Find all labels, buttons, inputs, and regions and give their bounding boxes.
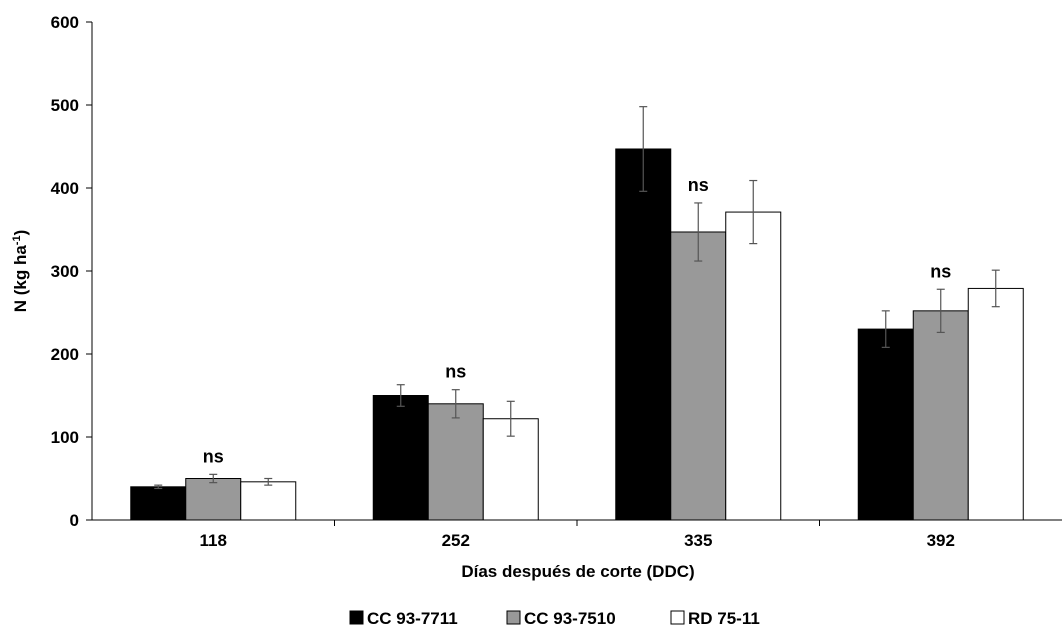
y-tick-label: 100 — [51, 428, 79, 447]
y-tick-label: 0 — [70, 511, 79, 530]
bar — [130, 486, 187, 521]
y-tick-label: 200 — [51, 345, 79, 364]
annotations: ns ns ns ns — [203, 175, 952, 466]
bars — [130, 106, 1024, 521]
legend-swatch — [349, 610, 364, 625]
legend-swatch — [506, 610, 521, 625]
bar — [372, 395, 429, 521]
x-tick-label: 252 — [442, 531, 470, 550]
x-tick-label: 335 — [684, 531, 712, 550]
significance-label: ns — [203, 446, 224, 466]
y-axis-title-end: ) — [11, 230, 30, 236]
bar — [967, 287, 1024, 521]
bar — [912, 310, 969, 521]
significance-label: ns — [445, 362, 466, 382]
bar — [725, 211, 782, 521]
bar — [615, 148, 672, 521]
y-tick-label: 500 — [51, 96, 79, 115]
y-axis-title: N (kg ha-1) — [11, 230, 30, 313]
x-axis-title: Días después de corte (DDC) — [461, 562, 694, 581]
y-axis-title-main: N (kg ha — [11, 245, 30, 313]
legend-label: CC 93-7711 — [367, 609, 458, 628]
y-axis: 0 100 200 300 400 500 600 — [51, 13, 93, 530]
legend-swatch — [670, 610, 685, 625]
bar — [185, 478, 242, 521]
legend: CC 93-7711 CC 93-7510 RD 75-11 — [349, 609, 760, 628]
significance-label: ns — [688, 175, 709, 195]
bar — [427, 403, 484, 521]
legend-label: RD 75-11 — [688, 609, 760, 628]
x-tick-label: 118 — [200, 531, 227, 550]
bar — [240, 481, 297, 521]
y-tick-label: 400 — [51, 179, 79, 198]
bar — [670, 231, 727, 521]
y-tick-label: 600 — [51, 13, 79, 32]
y-tick-label: 300 — [51, 262, 79, 281]
y-axis-title-superscript: -1 — [11, 235, 23, 245]
x-axis — [92, 519, 1062, 526]
x-tick-label: 392 — [927, 531, 955, 550]
x-tick-labels: 118 252 335 392 — [200, 531, 955, 550]
significance-label: ns — [930, 261, 951, 281]
legend-label: CC 93-7510 — [524, 609, 616, 628]
bar — [857, 328, 914, 521]
